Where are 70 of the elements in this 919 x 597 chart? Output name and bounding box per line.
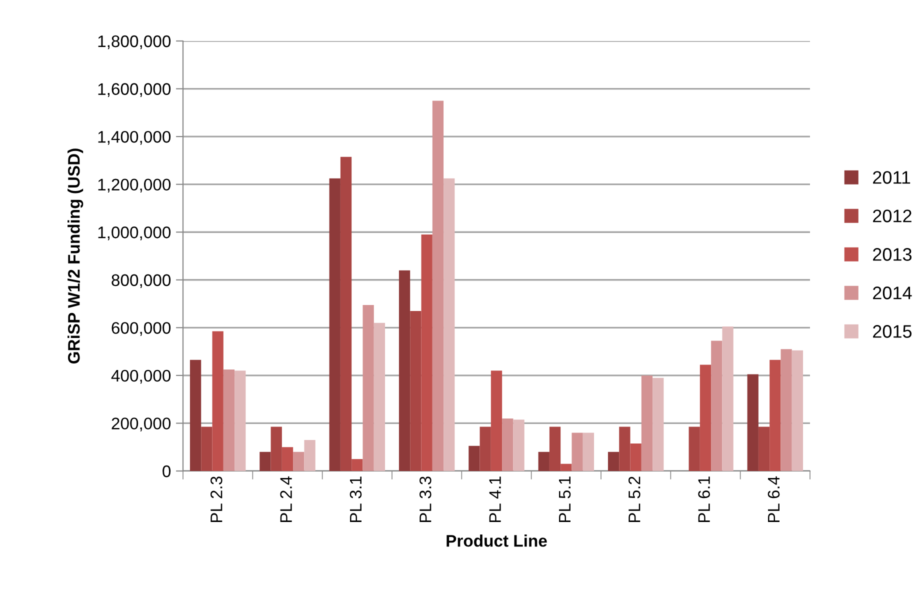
bar	[747, 374, 758, 471]
y-tick-label: 1,200,000	[98, 178, 171, 193]
bar	[688, 426, 700, 471]
bar	[480, 426, 491, 471]
x-tick-label: PL 3.1	[350, 476, 362, 522]
bar	[223, 369, 235, 471]
bar	[582, 432, 594, 471]
legend-label: 2015	[873, 325, 912, 338]
x-tick-label: PL 5.2	[628, 476, 640, 522]
bar	[374, 322, 386, 471]
bar	[201, 426, 212, 471]
bar	[212, 331, 224, 471]
bar	[282, 447, 294, 471]
x-tick-label: PL 6.4	[768, 476, 780, 522]
x-tick-label: PL 4.1	[489, 476, 501, 522]
x-axis-title: Product Line	[446, 534, 547, 547]
bar	[260, 452, 271, 471]
bar	[630, 444, 642, 471]
bar	[432, 100, 444, 471]
bar	[234, 370, 246, 471]
y-tick-label: 0	[162, 465, 171, 478]
legend-label: 2013	[873, 248, 912, 261]
bar	[770, 360, 781, 471]
bar	[398, 270, 410, 471]
y-tick-label: 1,000,000	[98, 226, 171, 240]
bar	[711, 340, 722, 471]
bar	[560, 464, 572, 471]
y-tick-label: 800,000	[112, 274, 171, 288]
bar	[444, 178, 455, 471]
y-axis-title: GRiSP W1/2 Funding (USD)	[68, 148, 84, 364]
bar	[792, 350, 804, 471]
legend-label: 2014	[873, 286, 912, 300]
bar	[304, 440, 316, 471]
bar	[421, 234, 432, 471]
y-tick-label: 200,000	[112, 418, 171, 432]
bar	[410, 310, 422, 471]
x-tick-label: PL 2.4	[280, 476, 292, 522]
y-tick-label: 1,600,000	[98, 83, 171, 97]
y-tick-label: 1,800,000	[98, 35, 171, 50]
y-tick-label: 400,000	[111, 370, 171, 384]
bar	[490, 370, 502, 471]
bar	[572, 432, 583, 471]
bar	[513, 420, 524, 471]
bar	[362, 304, 374, 471]
bar	[780, 349, 792, 471]
bar	[538, 452, 550, 471]
bar	[329, 178, 340, 471]
bar	[722, 326, 734, 471]
bar	[468, 446, 480, 471]
bar	[641, 375, 653, 471]
bar	[619, 426, 630, 471]
legend-label: 2012	[873, 210, 912, 222]
y-tick-label: 600,000	[112, 322, 171, 336]
bar	[758, 426, 770, 471]
bar	[549, 426, 561, 471]
bar	[270, 426, 282, 471]
x-tick-label: PL 2.3	[210, 476, 222, 522]
bar	[502, 418, 514, 471]
x-tick-label: PL 5.1	[559, 476, 571, 522]
legend-label: 2011	[873, 171, 910, 184]
bar	[608, 452, 620, 471]
bar	[293, 452, 304, 471]
x-tick-label: PL 3.3	[420, 476, 432, 522]
bar	[352, 459, 363, 471]
x-tick-label: PL 6.1	[698, 476, 710, 522]
y-tick-label: 1,400,000	[98, 130, 171, 145]
bar	[652, 378, 664, 471]
bar	[190, 360, 202, 471]
bar	[700, 364, 712, 471]
bar	[340, 156, 352, 471]
